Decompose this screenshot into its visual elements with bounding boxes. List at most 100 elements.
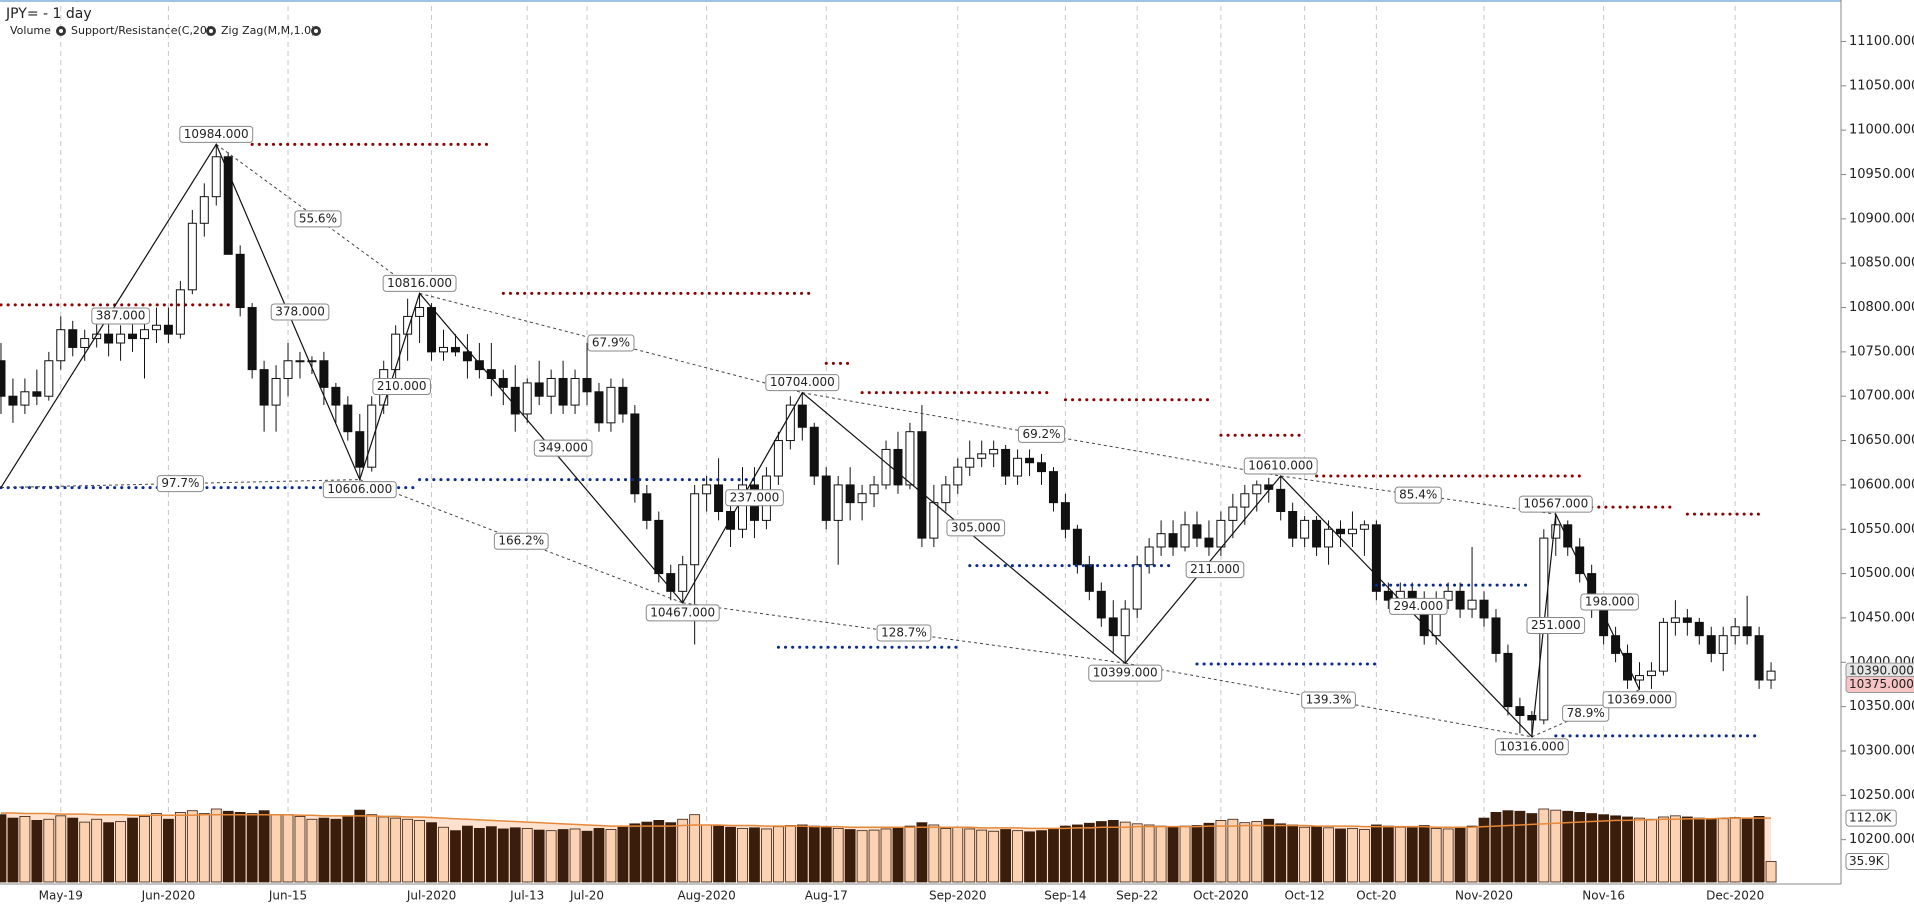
leg-label: 387.000	[96, 308, 146, 322]
retracement-label: 55.6%	[299, 211, 337, 225]
volume-bar	[1418, 825, 1430, 883]
candle-body	[415, 307, 425, 317]
candle-body	[56, 329, 66, 362]
candle-body	[474, 360, 484, 371]
volume-bar	[617, 826, 629, 883]
volume-bar	[1155, 825, 1167, 883]
leg-label: 211.000	[1190, 562, 1240, 576]
candle-body	[403, 315, 413, 335]
retracement-label-group: 78.9%	[1562, 704, 1610, 722]
candle-body	[1048, 471, 1058, 504]
candle-body	[797, 404, 807, 428]
candle-body	[714, 484, 724, 513]
retracement-label-box	[587, 334, 635, 352]
candle-body	[869, 484, 879, 495]
volume-bar	[151, 813, 162, 883]
y-tick-label: 10850.000	[1849, 256, 1914, 271]
volume-bar	[988, 830, 1000, 883]
retracement-label-group: 97.7%	[156, 475, 204, 493]
x-tick-label: Oct-12	[1284, 889, 1324, 903]
settings-icon[interactable]	[311, 26, 321, 36]
volume-bar	[701, 824, 713, 883]
volume-bar	[784, 825, 796, 883]
candle-body	[1037, 462, 1046, 473]
volume-bar	[1167, 826, 1179, 883]
volume-bar	[964, 828, 976, 883]
candle-body	[845, 484, 855, 504]
settings-icon[interactable]	[206, 26, 216, 36]
volume-bar	[402, 818, 414, 883]
volume-bar	[246, 813, 258, 883]
candle-body	[1060, 502, 1070, 530]
volume-bar	[450, 830, 461, 883]
leg-label: 294.000	[1393, 599, 1443, 613]
candle-body	[0, 360, 6, 397]
volume-bar	[1586, 813, 1598, 883]
volume-bar	[1658, 816, 1669, 883]
volume-bar	[1335, 828, 1346, 883]
volume-bar	[641, 821, 653, 883]
leg-label-box	[946, 519, 1006, 537]
volume-bar	[19, 816, 31, 883]
volume-bar	[497, 828, 509, 883]
y-tick-label: 10700.000	[1849, 389, 1914, 404]
candle-body	[307, 360, 317, 363]
settings-icon[interactable]	[56, 26, 66, 36]
y-tick-label: 10650.000	[1849, 433, 1914, 448]
volume-bar	[1323, 827, 1334, 883]
x-tick-label: Sep-2020	[929, 889, 987, 903]
volume-bar	[31, 820, 43, 883]
volume-bar	[1191, 825, 1203, 883]
candle-body	[462, 351, 472, 362]
candle-body	[1204, 537, 1214, 548]
volume-bar	[222, 810, 234, 883]
candle-body	[235, 253, 245, 309]
candle-body	[929, 502, 939, 539]
pivot-label: 10399.000	[1093, 666, 1158, 680]
retracement-label: 78.9%	[1567, 706, 1605, 720]
retracement-label-group: 128.7%	[876, 624, 932, 642]
candle-body	[773, 440, 783, 477]
candle-body	[1575, 546, 1585, 575]
candle-body	[1551, 524, 1561, 539]
volume-bar	[1550, 809, 1562, 883]
candle-body	[1563, 524, 1573, 548]
volume-bar	[174, 812, 186, 883]
pivot-label-box	[382, 274, 457, 292]
volume-bar	[796, 824, 808, 883]
volume-bar	[533, 829, 545, 883]
volume-bar	[1012, 830, 1023, 883]
x-tick-label: Sep-14	[1044, 889, 1086, 903]
volume-label-box	[1845, 853, 1890, 871]
x-tick-label: Oct-2020	[1193, 889, 1249, 903]
x-tick-label: Nov-16	[1582, 889, 1625, 903]
retracement-label: 97.7%	[161, 476, 199, 490]
candle-body	[1754, 635, 1764, 681]
candle-body	[1156, 533, 1166, 548]
candle-body	[1527, 714, 1537, 721]
candle-body	[80, 338, 90, 348]
volume-bar	[378, 816, 390, 883]
volume-bar	[1562, 810, 1574, 883]
candle-body	[1359, 524, 1369, 530]
candle-body	[1025, 457, 1035, 464]
candle-body	[1503, 652, 1513, 708]
volume-bar	[976, 829, 988, 883]
retracement-label-box	[1394, 486, 1442, 504]
pivot-label-group: 10816.000	[382, 274, 457, 292]
volume-bar	[342, 815, 354, 883]
volume-bar	[270, 814, 282, 883]
indicator-label: Volume	[10, 24, 51, 37]
candle-body	[199, 196, 209, 224]
candle-body	[941, 484, 951, 504]
volume-bar	[653, 820, 665, 883]
candle-body	[1670, 617, 1680, 623]
volume-bar	[677, 818, 689, 883]
candle-body	[1276, 488, 1286, 513]
pivot-label-group: 10704.000	[765, 374, 840, 392]
volume-bar	[1060, 825, 1071, 883]
candle-body	[1240, 493, 1250, 508]
candle-body	[642, 493, 652, 521]
candle-body	[1013, 457, 1023, 477]
pivot-label-group: 10369.000	[1602, 691, 1677, 709]
